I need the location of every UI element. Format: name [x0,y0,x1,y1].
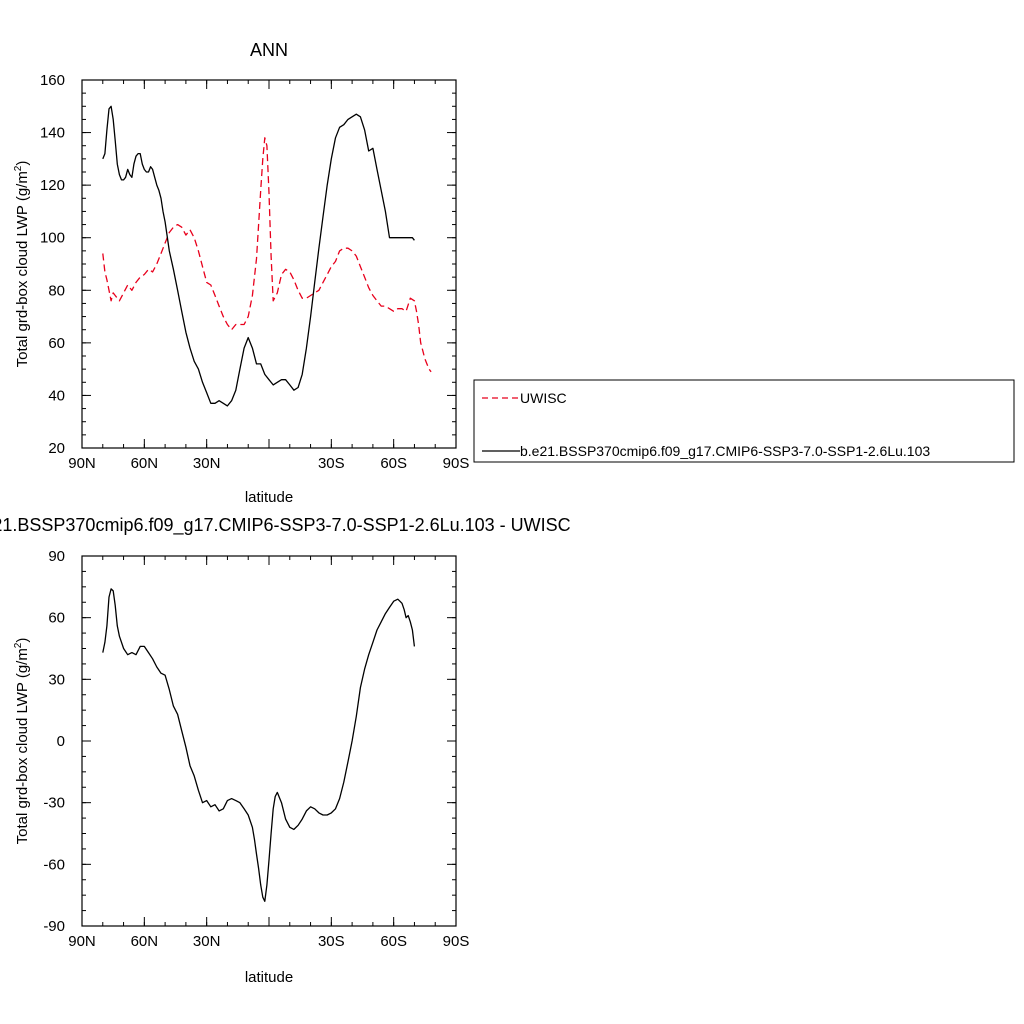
y-tick-label: 60 [48,610,65,627]
panel-bottom: b.e21.BSSP370cmip6.f09_g17.CMIP6-SSP3-7.… [0,515,571,986]
y-tick-label: 120 [40,177,65,194]
y-tick-label: -60 [43,856,65,873]
y-tick-label: 60 [48,335,65,352]
tick-layer: 90N 60N 30N 30S 60S 90S -90 -60 -30 0 30 60 90 [43,548,469,950]
chart-title: ANN [250,40,288,60]
series-layer [102,588,416,902]
y-axis-label: Total grd-box cloud LWP (g/m2) [13,161,31,368]
tick-layer: 90N 60N 30N 30S 60S 90S 20 40 60 80 100 120 140 160 [40,72,469,472]
panel-top: ANN 90N 60N 30N 30S 60S 90S 20 40 60 80 100 120 140 1… [13,40,1015,506]
series-line-difference [102,588,416,902]
x-tick-label: 30S [318,933,345,950]
legend-label-model: b.e21.BSSP370cmip6.f09_g17.CMIP6-SSP3-7.… [520,443,930,459]
y-tick-label: 90 [48,548,65,565]
x-tick-label: 90N [68,933,96,950]
y-tick-label: 140 [40,125,65,142]
y-axis-label-main: Total grd-box cloud LWP (g/m [14,648,31,844]
y-axis-label-main: Total grd-box cloud LWP (g/m [14,171,31,367]
x-tick-label: 60S [380,933,407,950]
series-line-uwisc [102,137,432,373]
x-tick-label: 60S [380,455,407,472]
y-axis-label-end: ) [14,638,31,643]
x-tick-label: 30N [193,933,221,950]
chart-title: b.e21.BSSP370cmip6.f09_g17.CMIP6-SSP3-7.… [0,515,571,536]
legend: UWISC b.e21.BSSP370cmip6.f09_g17.CMIP6-S… [473,379,1015,463]
y-tick-label: -30 [43,795,65,812]
x-tick-label: 90S [443,933,470,950]
series-layer [102,105,432,407]
x-axis-label: latitude [245,969,293,986]
y-tick-label: 100 [40,230,65,247]
y-tick-label: 160 [40,72,65,89]
series-line-model [102,105,415,407]
y-tick-label: 30 [48,671,65,688]
plot-frame [81,555,457,927]
x-tick-label: 90S [443,455,470,472]
y-axis-label-sup: 2 [13,165,24,171]
y-tick-label: 20 [48,440,65,457]
y-tick-label: 80 [48,282,65,299]
x-tick-label: 30N [193,455,221,472]
legend-label-uwisc: UWISC [520,390,567,406]
x-tick-label: 60N [131,455,159,472]
y-axis-label-sup: 2 [13,642,24,648]
y-tick-label: 0 [57,733,65,750]
legend-box [473,379,1015,463]
y-tick-label: 40 [48,387,65,404]
plot-frame [81,79,457,449]
y-axis-label: Total grd-box cloud LWP (g/m2) [13,638,31,845]
y-axis-label-end: ) [14,161,31,166]
x-axis-label: latitude [245,489,293,506]
y-tick-label: -90 [43,918,65,935]
x-tick-label: 30S [318,455,345,472]
x-tick-label: 90N [68,455,96,472]
x-tick-label: 60N [131,933,159,950]
